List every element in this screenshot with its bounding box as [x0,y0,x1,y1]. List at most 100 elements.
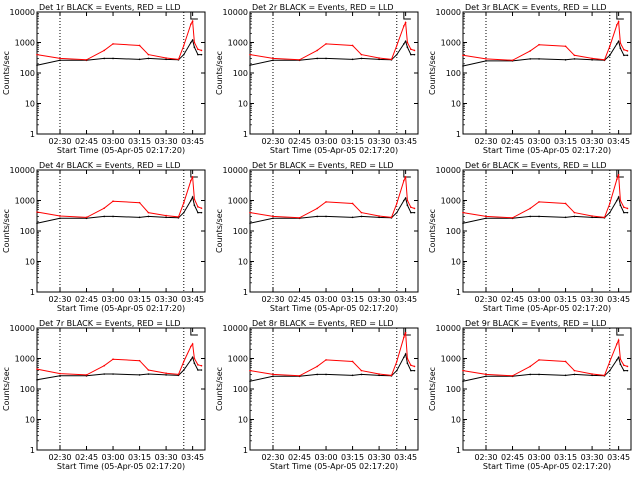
chart-title: Det 7r BLACK = Events, RED = LLD [39,319,181,328]
x-axis-label: Start Time (05-Apr-05 02:17:20) [270,304,398,313]
data-point [378,374,380,377]
data-point [36,379,38,381]
data-point [36,53,38,56]
x-tick-label: 03:00 [528,453,551,462]
data-point [112,57,114,60]
data-point [147,53,150,56]
data-point [462,211,464,214]
x-tick-label: 03:30 [155,137,178,146]
data-point [406,204,409,207]
x-tick-label: 03:45 [394,453,417,462]
data-point [190,359,192,361]
chart-title: Det 3r BLACK = Events, RED = LLD [465,3,607,12]
data-point [103,207,105,209]
x-tick-label: 02:45 [288,453,311,462]
y-tick-label: 10 [238,258,248,267]
data-point [608,45,611,48]
data-point [165,57,167,59]
series-line-lld [462,338,628,377]
data-point [112,43,114,45]
y-tick-label: 10000 [223,166,248,175]
x-tick-label: 03:30 [368,453,391,462]
data-point [395,53,398,56]
x-axis-label: Start Time (05-Apr-05 02:17:20) [483,304,611,313]
data-point [395,360,398,363]
data-point [191,20,194,22]
data-point [147,373,150,375]
data-point [298,217,301,219]
chart-panel-7: Det 7r BLACK = Events, RED = LLD 1 10 100 10… [2,319,206,471]
x-tick-label: 02:30 [474,137,497,146]
data-point [538,359,540,361]
data-point [378,57,380,59]
data-point [406,357,409,360]
data-point [616,343,618,345]
data-point [193,41,196,44]
data-point [404,353,407,355]
data-point [573,373,576,376]
data-point [360,211,363,214]
data-point [616,24,618,26]
data-point [316,215,319,218]
data-point [616,199,618,202]
data-point [165,372,167,374]
data-point [410,53,412,56]
x-tick-label: 02:30 [474,295,497,304]
data-point [85,59,88,61]
data-point [591,374,593,377]
y-tick-label: 100 [233,385,248,394]
y-tick-label: 10000 [10,166,35,175]
x-axis-label: Start Time (05-Apr-05 02:17:20) [483,146,611,155]
data-point [190,179,192,182]
x-tick-label: 02:30 [261,137,284,146]
data-point [138,359,141,362]
y-tick-label: 10000 [10,8,35,17]
data-point [617,40,620,43]
time-bracket-marker [190,328,198,336]
data-point [103,364,105,367]
data-point [403,356,405,359]
plot-frame [36,169,206,293]
data-point [200,49,203,52]
data-point [591,59,593,61]
data-point [147,57,150,60]
time-bracket-marker [616,328,624,336]
x-tick-label: 03:00 [102,453,125,462]
data-point [410,48,412,51]
data-point [112,215,114,218]
series-line-lld [36,342,202,376]
data-point [351,216,354,219]
data-point [360,373,363,376]
series-line-lld [249,176,415,219]
data-point [564,59,567,61]
x-tick-label: 03:45 [607,137,630,146]
data-point [197,369,199,371]
time-bracket-marker [616,170,624,178]
data-point [378,373,380,375]
data-point [406,41,409,44]
x-tick-label: 03:45 [181,137,204,146]
data-point [410,211,412,214]
data-point [623,48,625,51]
data-point [626,207,629,210]
series-line-lld [36,176,202,218]
plot-frame [462,11,632,135]
data-point [623,364,625,367]
data-point [603,59,606,61]
data-point [626,365,629,368]
x-tick-label: 03:15 [554,137,577,146]
chart-title: Det 6r BLACK = Events, RED = LLD [465,161,607,170]
y-tick-label: 1000 [441,197,461,206]
x-tick-label: 03:00 [528,295,551,304]
y-tick-label: 1 [243,130,248,139]
x-axis-label: Start Time (05-Apr-05 02:17:20) [483,462,611,471]
time-bracket-marker [616,12,624,20]
x-tick-label: 02:30 [474,453,497,462]
y-tick-label: 100 [20,385,35,394]
x-tick-label: 02:30 [261,453,284,462]
x-tick-label: 03:15 [341,295,364,304]
data-point [138,58,141,61]
series-line-events [249,352,415,382]
data-point [608,369,611,372]
